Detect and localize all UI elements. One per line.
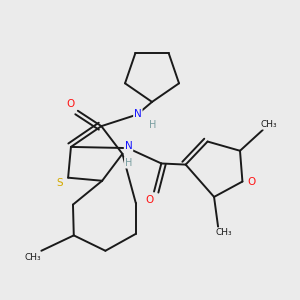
Text: H: H <box>149 120 156 130</box>
Text: N: N <box>124 141 132 151</box>
Text: CH₃: CH₃ <box>260 120 277 129</box>
Text: CH₃: CH₃ <box>216 228 232 237</box>
Text: O: O <box>247 176 256 187</box>
Text: H: H <box>125 158 132 168</box>
Text: O: O <box>66 99 75 109</box>
Text: S: S <box>56 178 62 188</box>
Text: N: N <box>134 109 142 119</box>
Text: O: O <box>145 195 153 205</box>
Text: CH₃: CH₃ <box>24 253 41 262</box>
